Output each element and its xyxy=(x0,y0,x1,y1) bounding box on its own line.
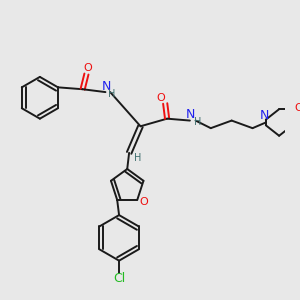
Text: N: N xyxy=(102,80,111,93)
Text: N: N xyxy=(260,109,270,122)
Text: H: H xyxy=(194,118,201,128)
Text: O: O xyxy=(140,197,148,207)
Text: Cl: Cl xyxy=(113,272,125,285)
Text: N: N xyxy=(186,108,196,122)
Text: O: O xyxy=(83,63,92,74)
Text: H: H xyxy=(134,153,141,163)
Text: O: O xyxy=(295,103,300,113)
Text: H: H xyxy=(108,89,116,99)
Text: O: O xyxy=(156,93,165,103)
